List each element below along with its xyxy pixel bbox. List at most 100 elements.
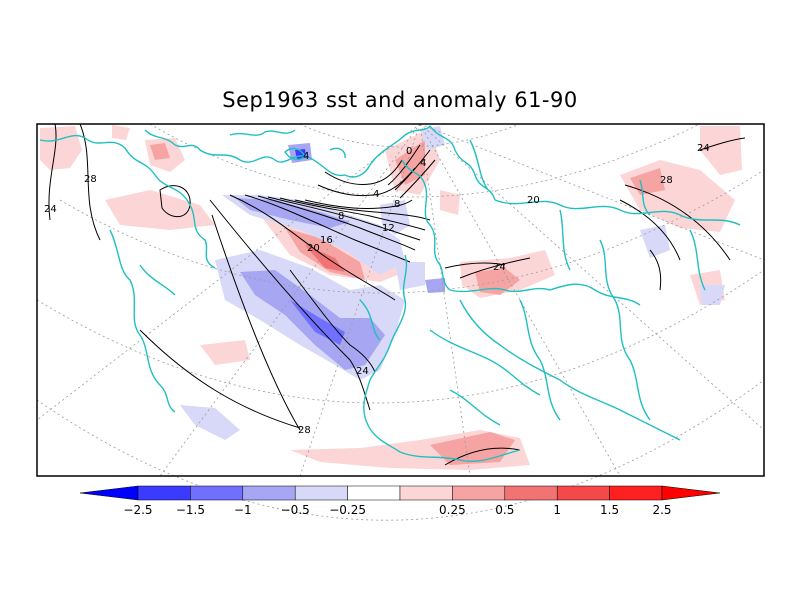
contour-label: 24 [44, 204, 57, 215]
graticule [36, 123, 765, 521]
country-border [639, 179, 651, 216]
colorbar-box [294, 485, 348, 501]
coastline-asia [494, 199, 741, 226]
contour-line [317, 167, 416, 197]
contour-line [459, 257, 531, 279]
colorbar-tick-label: −1 [234, 503, 252, 517]
anomaly-patch [640, 225, 670, 258]
contour-line [279, 197, 426, 231]
anomaly-patch [200, 340, 250, 365]
coastline-iberia-africa [363, 254, 408, 453]
colorbar-tick-label: 1.5 [600, 503, 619, 517]
contour-line [624, 184, 731, 261]
colorbar: −2.5 −1.5 −1 −0.5 −0.25 0.25 0.5 1 1.5 2.5 [79, 485, 721, 517]
colorbar-arrow-low [79, 485, 139, 501]
latitude-line [149, 123, 701, 198]
colorbar-box [347, 485, 401, 501]
contour-label: 28 [84, 174, 97, 185]
contour-line [79, 123, 101, 241]
colorbar-tick-label: −0.5 [281, 503, 310, 517]
colorbar-tick-label: −1.5 [176, 503, 205, 517]
country-border [519, 299, 561, 421]
anomaly-patch [112, 125, 130, 140]
colorbar-box [242, 485, 296, 501]
positive-anomaly-shading [40, 125, 742, 470]
country-border [559, 209, 571, 271]
coastline-mediterranean [449, 283, 641, 306]
country-border [599, 239, 651, 421]
contour-line [267, 196, 421, 241]
contour-label: 24 [356, 366, 369, 377]
contour-label: 0 [406, 146, 412, 157]
colorbar-box [609, 485, 663, 501]
contour-line [211, 214, 301, 431]
contour-line [619, 199, 681, 261]
anomaly-patch [430, 432, 515, 465]
coastline-north-africa [459, 299, 681, 441]
contour-label: 4 [303, 151, 309, 162]
anomaly-patch [420, 126, 445, 150]
contour-line [304, 199, 413, 209]
map-area: 28 24 4 0 4 4 8 8 12 16 20 20 28 24 24 2… [36, 123, 765, 521]
colorbar-box [190, 485, 244, 501]
coastline-arctic-islands [229, 129, 296, 136]
contour-line [139, 329, 301, 429]
contour-label: 24 [493, 262, 506, 273]
contour-label: 24 [697, 143, 710, 154]
colorbar-arrow-high [661, 485, 721, 501]
contour-line [48, 123, 57, 221]
contour-line [257, 195, 416, 251]
colorbar-box [556, 485, 610, 501]
contour-line [394, 149, 431, 191]
anomaly-patch [425, 278, 445, 293]
coastline-west-africa [399, 449, 521, 462]
colorbar-tick-label: 1 [553, 503, 561, 517]
contour-line [244, 194, 411, 263]
contour-label: 20 [527, 195, 540, 206]
contour-line [399, 159, 436, 199]
anomaly-patch [700, 126, 742, 175]
contour-label-group: 28 24 4 0 4 4 8 8 12 16 20 20 28 24 24 2… [44, 143, 710, 436]
contour-line [649, 249, 662, 291]
coastline-north-america [39, 134, 216, 269]
latitude-line [36, 379, 765, 521]
contour-line [324, 159, 403, 185]
contour-label: 28 [660, 175, 673, 186]
colorbar-tick-label: 2.5 [652, 503, 671, 517]
country-border [429, 329, 541, 396]
anomaly-patch [305, 245, 345, 272]
country-border [449, 389, 501, 426]
anomaly-patch [395, 262, 425, 290]
anomaly-patch [700, 285, 725, 305]
colorbar-box [137, 485, 191, 501]
colorbar-box [452, 485, 506, 501]
contour-label: 12 [382, 223, 395, 234]
coastline-scandinavia-uk [401, 159, 451, 291]
colorbar-tick-label: −0.25 [329, 503, 366, 517]
colorbar-tick-label: 0.5 [495, 503, 514, 517]
coastline-island [284, 147, 306, 161]
contour-label: 28 [298, 425, 311, 436]
anomaly-patch [630, 168, 665, 195]
contour-label: 4 [420, 158, 426, 169]
contour-line [387, 144, 421, 186]
anomaly-patch [380, 200, 410, 235]
colorbar-box [504, 485, 558, 501]
longitude-line [419, 123, 471, 477]
longitude-line [36, 123, 421, 421]
anomaly-patch [105, 190, 215, 230]
coastline-canada-arctic [144, 129, 311, 163]
coastline-europe-north [429, 125, 496, 201]
contour-label: 20 [307, 243, 320, 254]
country-border [139, 264, 176, 296]
anomaly-patch [40, 126, 82, 170]
map-title: Sep1963 sst and anomaly 61-90 [222, 88, 578, 112]
coastline-island [329, 147, 346, 159]
coastlines [39, 125, 741, 462]
anomaly-patch [180, 405, 240, 440]
coastline-greenland [309, 125, 431, 178]
contour-label: 8 [394, 199, 400, 210]
colorbar-tick-label: 0.25 [439, 503, 466, 517]
map-frame [36, 123, 765, 477]
